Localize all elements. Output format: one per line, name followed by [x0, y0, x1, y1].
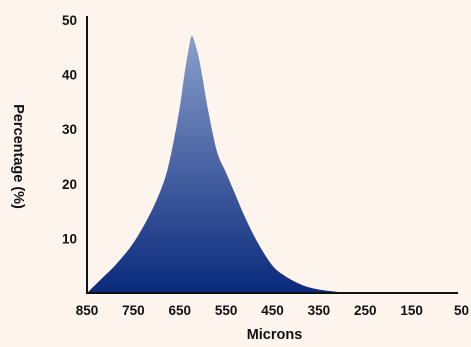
- x-tick-label: 550: [215, 303, 238, 318]
- x-tick-label: 450: [261, 303, 284, 318]
- x-axis-title: Microns: [247, 327, 303, 343]
- y-axis-title: Percentage (%): [10, 104, 26, 209]
- x-tick-label: 350: [308, 303, 331, 318]
- y-tick-label: 20: [62, 177, 77, 192]
- y-tick-label: 50: [62, 13, 77, 28]
- axes-layer: [86, 16, 458, 294]
- x-tick-label: 650: [169, 303, 192, 318]
- x-tick-label: 150: [400, 303, 423, 318]
- ticks-layer: 850 750 650 550 450 350 250 150 50 10 20 30 40 50: [62, 13, 469, 318]
- x-tick-label: 850: [76, 303, 99, 318]
- x-tick-label: 50: [454, 303, 469, 318]
- marks-layer: [87, 35, 458, 293]
- y-tick-label: 40: [62, 68, 77, 83]
- x-tick-label: 250: [354, 303, 377, 318]
- area-series-0: [87, 35, 458, 293]
- x-tick-label: 750: [122, 303, 145, 318]
- y-tick-label: 30: [62, 122, 77, 137]
- y-tick-label: 10: [62, 231, 77, 246]
